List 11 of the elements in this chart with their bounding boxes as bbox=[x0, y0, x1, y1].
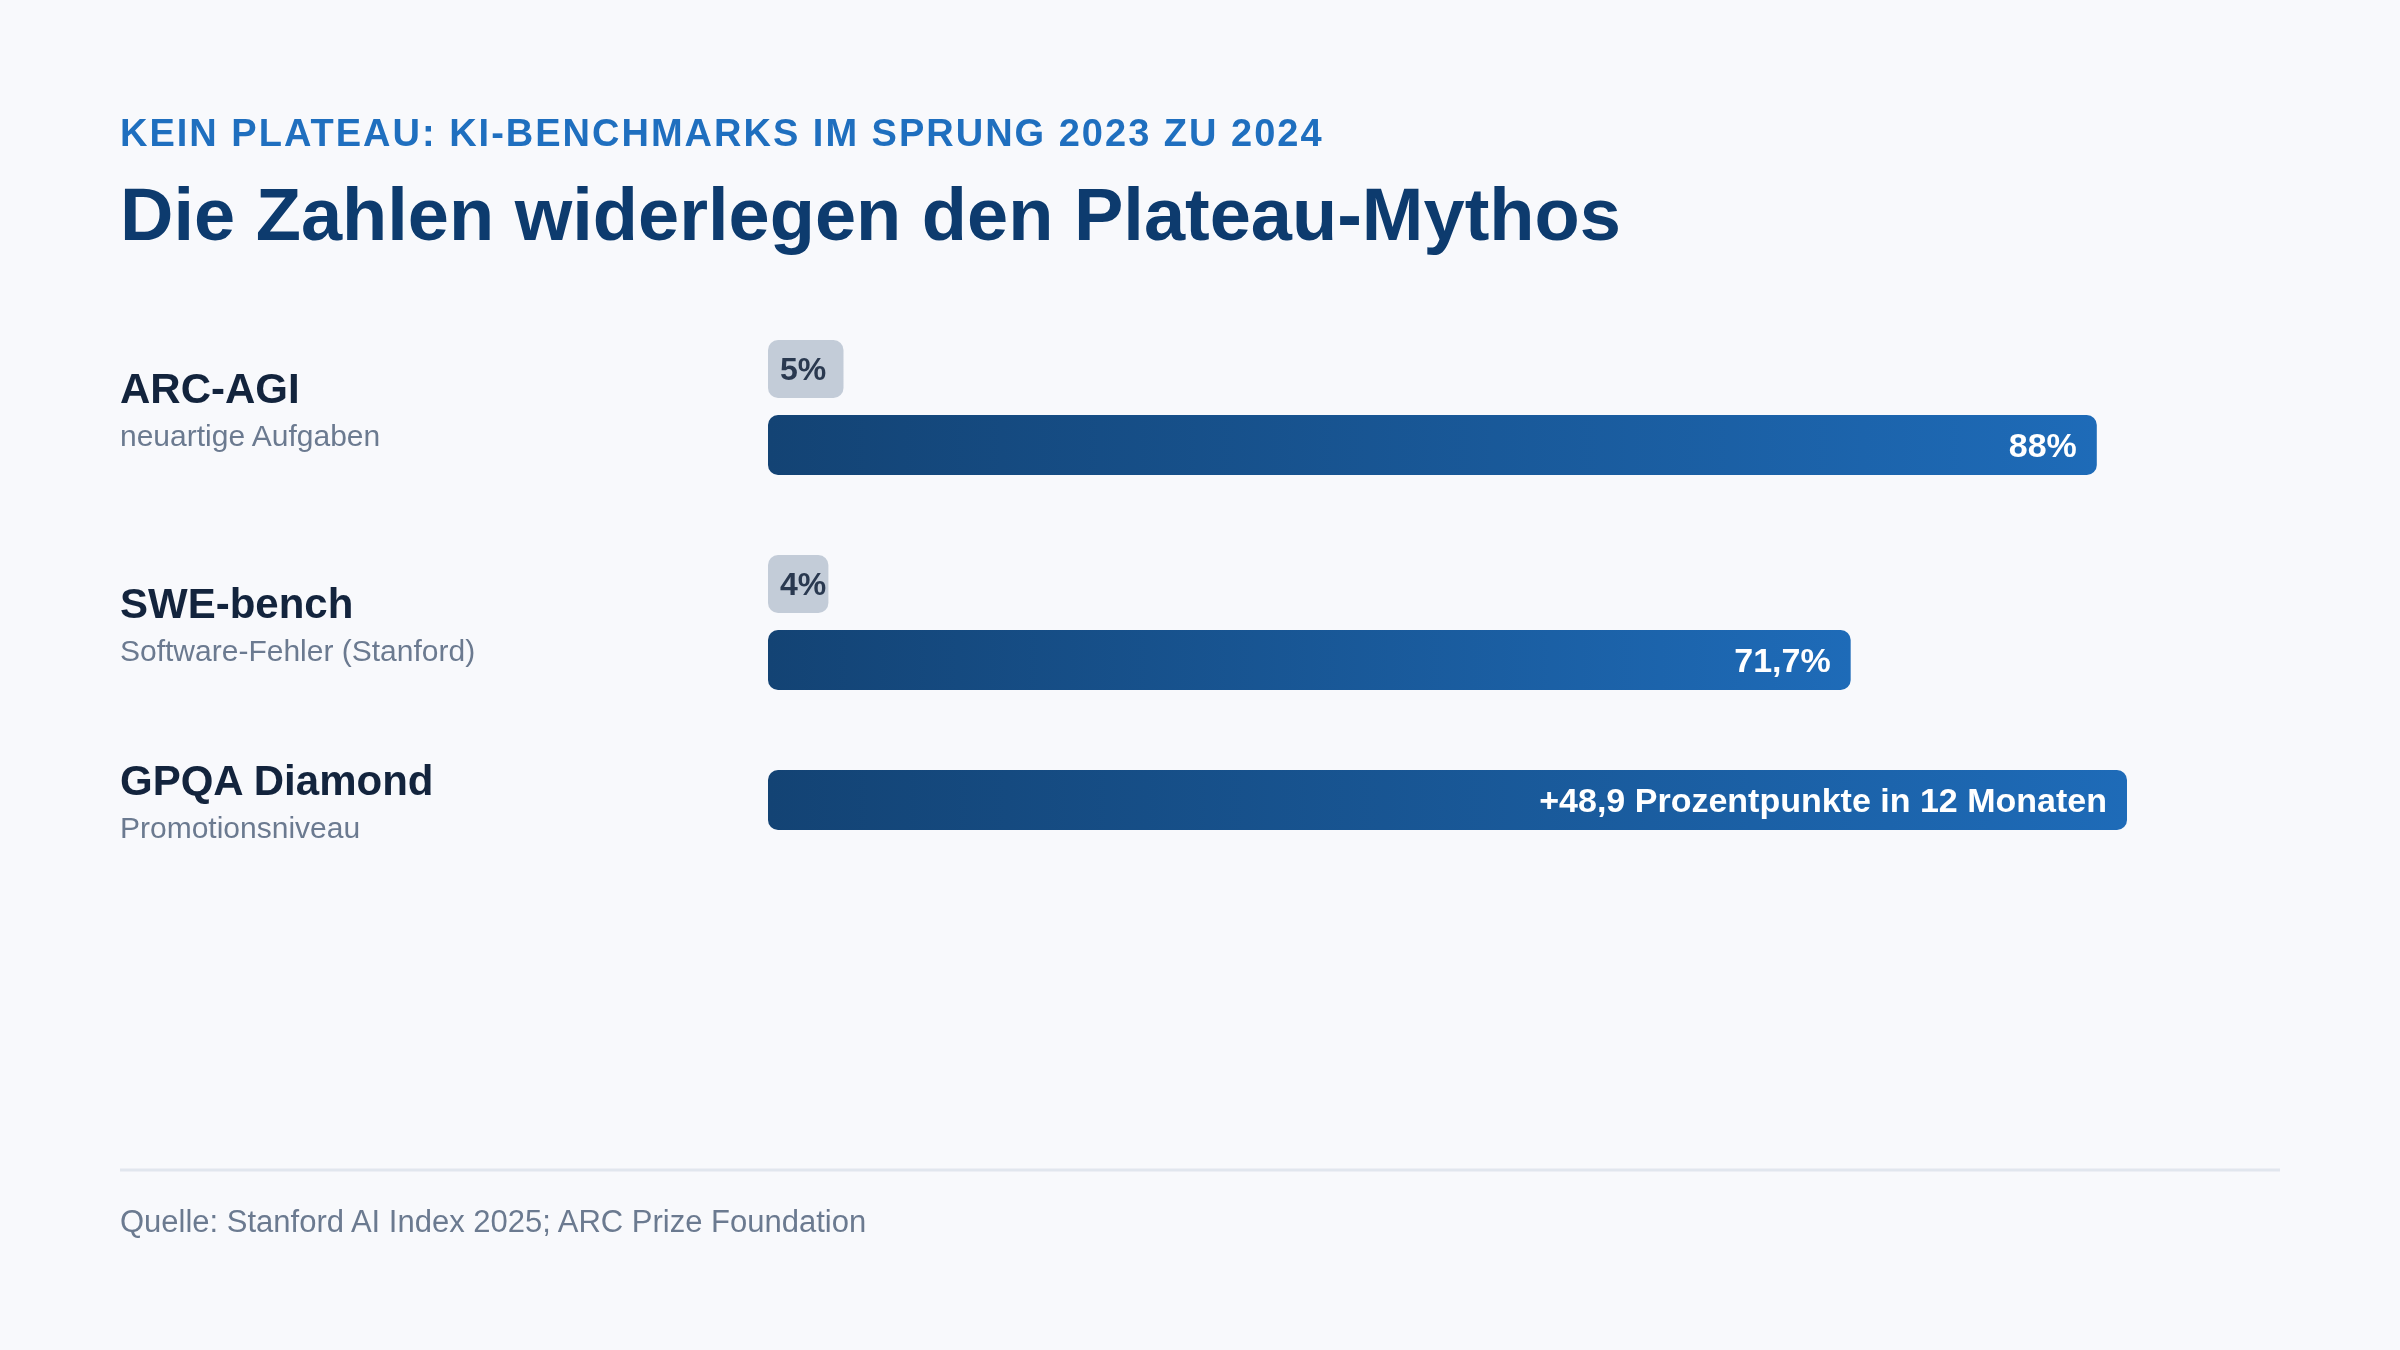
y-tick-label: GPQA Diamond Promotionsniveau bbox=[120, 757, 434, 844]
y-tick-label: ARC-AGI neuartige Aufgaben bbox=[120, 364, 381, 452]
data-label: 4% bbox=[780, 566, 827, 602]
annotation: +48,9 Prozentpunkte in 12 Monaten bbox=[1539, 781, 2107, 819]
source-note: Quelle: Stanford AI Index 2025; ARC Prize Foundation bbox=[120, 1204, 867, 1239]
data-label: 71,7% bbox=[1734, 641, 1831, 679]
y-tick-label: SWE-bench Software-Fehler (Stanford) bbox=[120, 579, 476, 667]
data-label: 88% bbox=[2008, 426, 2077, 464]
chart-title: Die Zahlen widerlegen den Plateau-Mythos bbox=[120, 173, 1621, 256]
data-label: 5% bbox=[780, 351, 827, 387]
chart-subtitle: KEIN PLATEAU: KI-BENCHMARKS IM SPRUNG 2023 ZU 2024 bbox=[120, 112, 1324, 154]
